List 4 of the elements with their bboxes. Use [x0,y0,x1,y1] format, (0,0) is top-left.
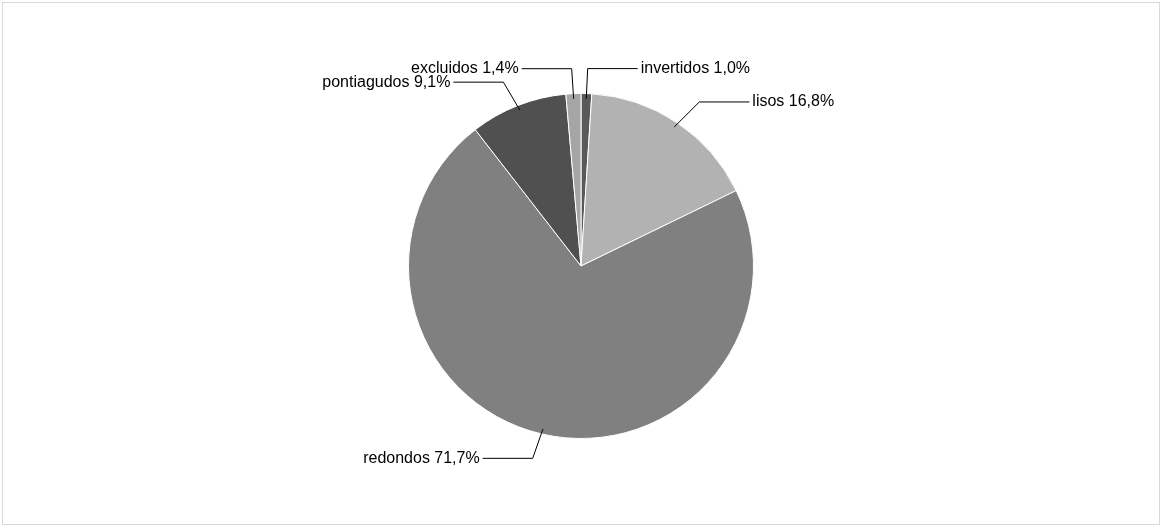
slice-label: pontiagudos 9,1% [322,72,451,90]
slice-label: invertidos 1,0% [640,59,751,76]
slice-label: lisos 16,8% [752,92,835,110]
slice-label: redondos 71,7% [363,448,480,466]
